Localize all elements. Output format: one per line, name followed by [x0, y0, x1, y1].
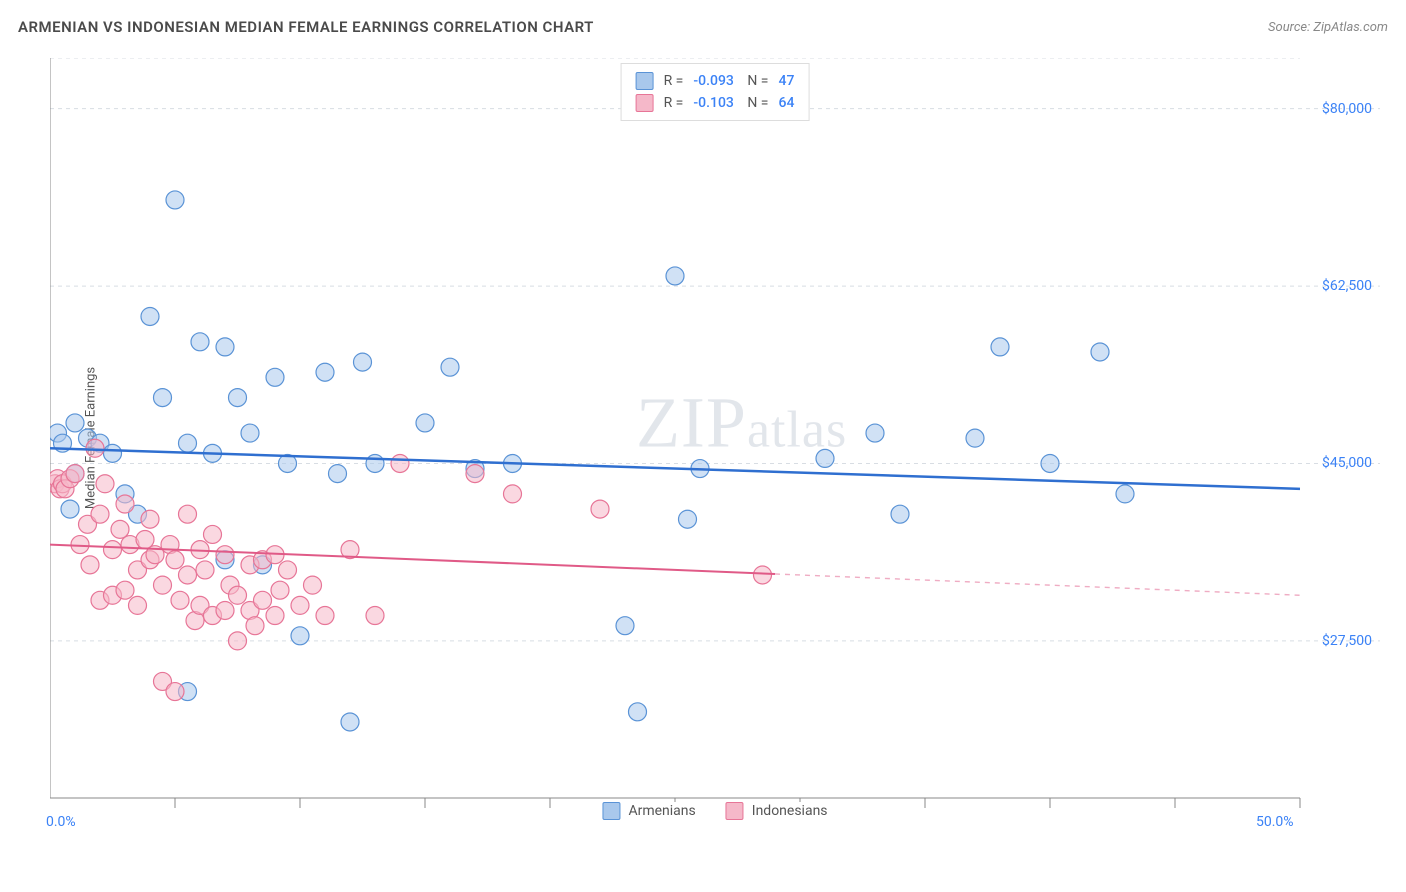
swatch-indonesians — [636, 94, 654, 112]
x-tick-label: 50.0% — [1256, 814, 1294, 830]
stats-box: R = -0.093 N = 47 R = -0.103 N = 64 — [621, 63, 810, 121]
swatch-armenians — [636, 72, 654, 90]
stats-row-indonesians: R = -0.103 N = 64 — [636, 92, 795, 114]
legend-swatch-indonesians — [726, 802, 744, 820]
stat-r-value-armenians: -0.093 — [693, 73, 733, 89]
stat-n-value-indonesians: 64 — [778, 95, 794, 111]
legend-swatch-armenians — [602, 802, 620, 820]
legend-item-armenians: Armenians — [602, 802, 695, 820]
legend-label-armenians: Armenians — [628, 803, 695, 819]
stat-r-value-indonesians: -0.103 — [693, 95, 733, 111]
stat-n-value-armenians: 47 — [778, 73, 794, 89]
legend-label-indonesians: Indonesians — [752, 803, 828, 819]
chart-source: Source: ZipAtlas.com — [1268, 20, 1388, 35]
y-tick-label: $80,000 — [1322, 101, 1372, 117]
y-tick-label: $62,500 — [1322, 278, 1372, 294]
chart-header: ARMENIAN VS INDONESIAN MEDIAN FEMALE EAR… — [18, 18, 1388, 36]
chart-area: Median Female Earnings ZIPatlas R = -0.0… — [50, 58, 1380, 818]
y-tick-label: $45,000 — [1322, 455, 1372, 471]
stats-row-armenians: R = -0.093 N = 47 — [636, 70, 795, 92]
stat-n-label: N = — [744, 73, 769, 89]
stat-r-label: R = — [664, 95, 684, 111]
legend-item-indonesians: Indonesians — [726, 802, 828, 820]
y-tick-label: $27,500 — [1322, 633, 1372, 649]
x-tick-label: 0.0% — [46, 814, 76, 830]
stat-r-label: R = — [664, 73, 684, 89]
chart-title: ARMENIAN VS INDONESIAN MEDIAN FEMALE EAR… — [18, 18, 594, 36]
bottom-legend: Armenians Indonesians — [592, 802, 837, 820]
scatter-plot — [50, 58, 1380, 818]
stat-n-label: N = — [744, 95, 769, 111]
